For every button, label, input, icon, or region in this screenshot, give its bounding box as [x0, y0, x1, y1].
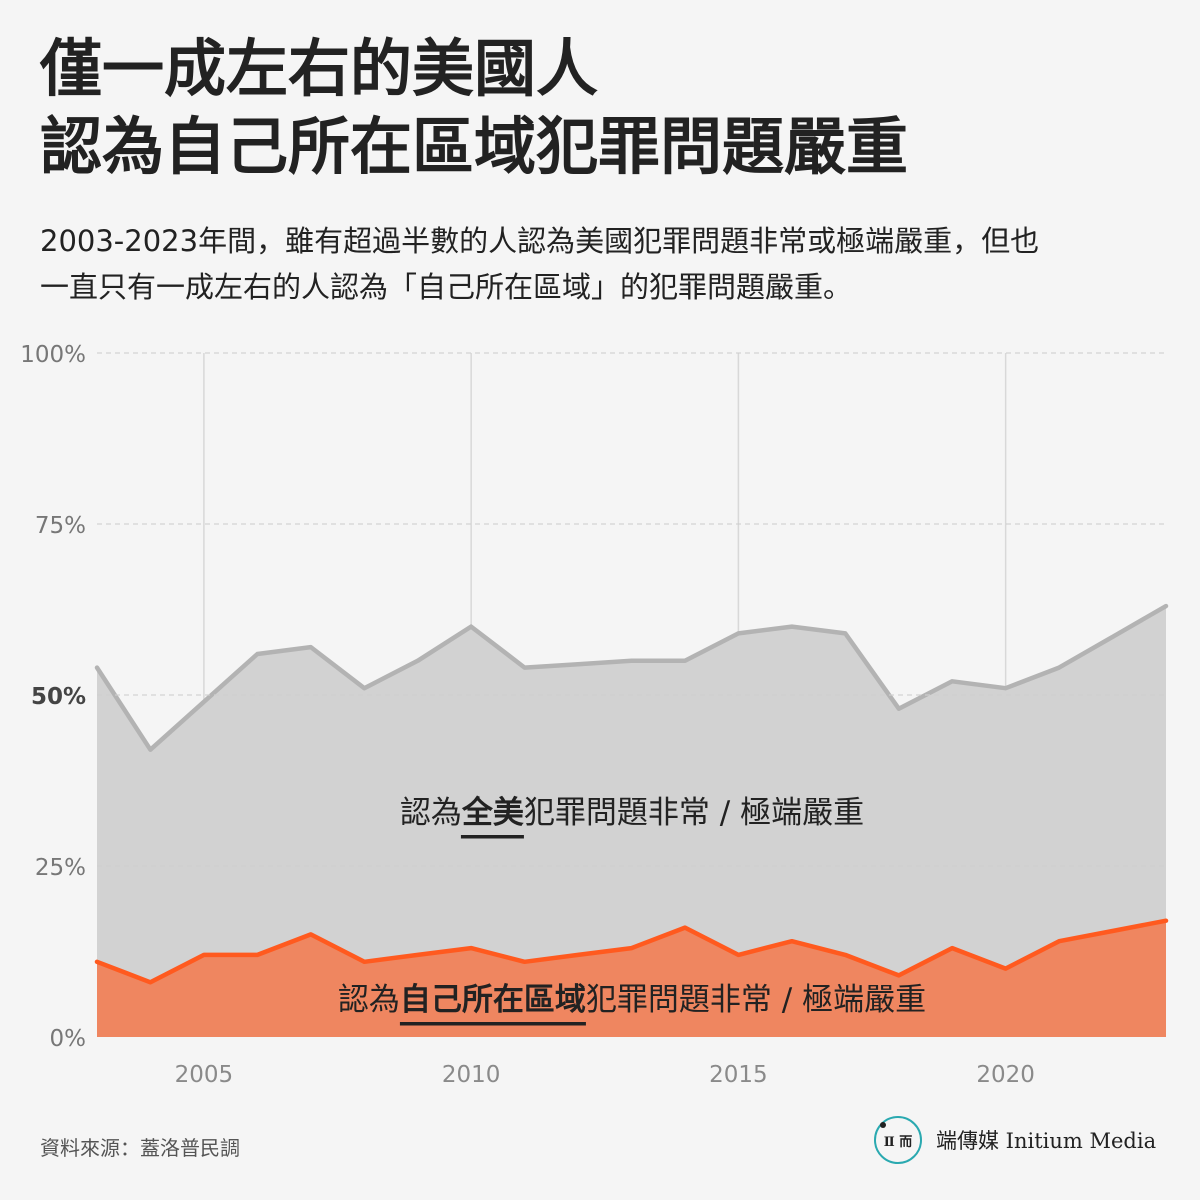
subtitle-line-1: 2003-2023年間，雖有超過半數的人認為美國犯罪問題非常或極端嚴重，但也 — [40, 224, 1040, 258]
svg-text:認為自己所在區域犯罪問題非常 / 極端嚴重: 認為自己所在區域犯罪問題非常 / 極端嚴重 — [338, 982, 926, 1018]
subtitle-line-2: 一直只有一成左右的人認為「自己所在區域」的犯罪問題嚴重。 — [40, 270, 853, 304]
y-tick-label-25%: 25% — [35, 855, 86, 881]
y-tick-label-75%: 75% — [35, 513, 86, 539]
title-line-1: 僅一成左右的美國人 — [40, 32, 599, 105]
brand-name: 端傳媒 Initium Media — [936, 1129, 1157, 1153]
y-tick-label-100%: 100% — [20, 342, 86, 368]
y-tick-label-0%: 0% — [50, 1026, 87, 1052]
series-2-label-underline — [399, 1022, 586, 1026]
brand: Ⅱ 而 端傳媒 Initium Media — [874, 1115, 1156, 1165]
page-title: 僅一成左右的美國人 認為自己所在區域犯罪問題嚴重 — [40, 30, 1160, 186]
y-tick-label-50%: 50% — [31, 684, 86, 710]
series-1-label-underline — [460, 835, 524, 839]
source-note: 資料來源：蓋洛普民調 — [40, 1136, 240, 1160]
series-1-area — [97, 606, 1166, 1037]
title-line-2: 認為自己所在區域犯罪問題嚴重 — [40, 110, 909, 183]
area-chart: 0% 25% 50% 75% 100% 2005 2010 2015 2020 認為全美犯罪問題非… — [20, 342, 1169, 1088]
subtitle: 2003-2023年間，雖有超過半數的人認為美國犯罪問題非常或極端嚴重，但也 一… — [40, 218, 1170, 310]
x-tick-label-2010: 2010 — [442, 1062, 501, 1088]
series-2-area — [97, 920, 1166, 1037]
series-1-label: 認為全美犯罪問題非常 / 極端嚴重 — [400, 795, 864, 839]
brand-logo-icon: Ⅱ 而 — [874, 1116, 922, 1164]
x-tick-label-2020: 2020 — [976, 1062, 1035, 1088]
x-tick-label-2015: 2015 — [709, 1062, 768, 1088]
x-tick-label-2005: 2005 — [175, 1062, 234, 1088]
svg-text:認為全美犯罪問題非常 / 極端嚴重: 認為全美犯罪問題非常 / 極端嚴重 — [400, 795, 864, 831]
series-2-label: 認為自己所在區域犯罪問題非常 / 極端嚴重 — [338, 982, 926, 1026]
